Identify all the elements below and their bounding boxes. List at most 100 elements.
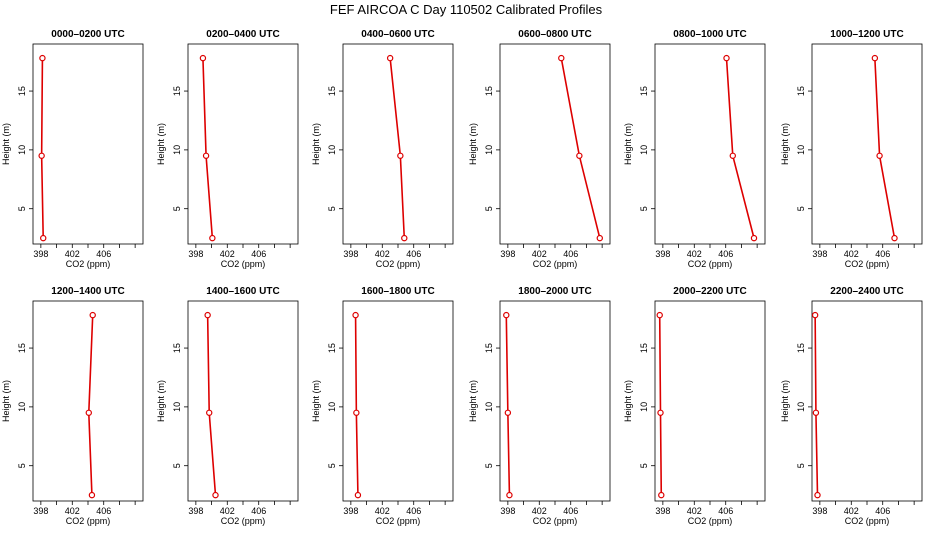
x-tick-label: 406: [406, 506, 421, 516]
x-axis-label: CO2 (ppm): [533, 259, 578, 269]
data-point: [596, 234, 603, 242]
data-point: [202, 152, 210, 159]
panel-title: 1000–1200 UTC: [830, 29, 903, 40]
panel-title: 2000–2200 UTC: [673, 286, 746, 297]
x-axis-label: CO2 (ppm): [221, 516, 266, 526]
plot-frame: [342, 43, 454, 245]
panel-title: 1200–1400 UTC: [51, 286, 124, 297]
x-axis-label: CO2 (ppm): [376, 259, 421, 269]
y-axis-label: Height (m): [311, 380, 321, 422]
profile-line: [658, 315, 663, 496]
figure-title: FEF AIRCOA C Day 110502 Calibrated Profi…: [330, 2, 603, 17]
profile-line: [206, 315, 217, 496]
y-tick-label: 5: [484, 463, 494, 468]
profile-line: [389, 58, 406, 239]
plot-frame: [342, 300, 454, 502]
panel-title: 0800–1000 UTC: [673, 29, 746, 40]
data-point: [658, 491, 665, 499]
y-axis-label: Height (m): [156, 380, 166, 422]
x-tick-label: 406: [96, 506, 111, 516]
plot-frame: [187, 300, 299, 502]
plot-frame: [499, 300, 611, 502]
y-tick-label: 10: [796, 402, 806, 412]
panel-title: 1400–1600 UTC: [206, 286, 279, 297]
x-axis-label: CO2 (ppm): [533, 516, 578, 526]
y-tick-label: 15: [327, 86, 337, 96]
data-point: [506, 491, 513, 499]
y-tick-label: 15: [639, 343, 649, 353]
y-tick-label: 15: [172, 86, 182, 96]
x-tick-label: 402: [687, 506, 702, 516]
y-axis-label: Height (m): [623, 380, 633, 422]
y-tick-label: 5: [17, 463, 27, 468]
x-tick-label: 406: [406, 249, 421, 259]
y-tick-label: 10: [327, 145, 337, 155]
panel-title: 1800–2000 UTC: [518, 286, 591, 297]
profile-panel: 0400–0600 UTC 398 402 406 5 10 15 CO2 (ppm) Heig…: [311, 29, 454, 269]
data-point: [199, 54, 207, 62]
panel-title: 1600–1800 UTC: [361, 286, 434, 297]
data-point: [876, 152, 883, 159]
y-tick-label: 15: [796, 86, 806, 96]
data-point: [814, 491, 821, 499]
x-axis-label: CO2 (ppm): [688, 259, 733, 269]
data-point: [89, 311, 96, 319]
profile-panel: 0200–0400 UTC 398 402 406 5 10 15 CO2 (ppm) Heig…: [156, 29, 299, 269]
profile-line: [40, 58, 45, 239]
data-point: [204, 311, 211, 319]
x-tick-label: 406: [875, 249, 890, 259]
data-point: [85, 409, 92, 416]
y-tick-label: 10: [17, 402, 27, 412]
x-tick-label: 398: [188, 506, 203, 516]
plot-frame: [811, 43, 923, 245]
y-tick-label: 15: [639, 86, 649, 96]
y-tick-label: 5: [796, 463, 806, 468]
profile-panel: 2000–2200 UTC 398 402 406 5 10 15 CO2 (ppm) Heig…: [623, 286, 766, 526]
data-point: [206, 409, 213, 416]
panel-title: 2200–2400 UTC: [830, 286, 903, 297]
profile-panel: 1200–1400 UTC 398 402 406 5 10 15 CO2 (ppm) Heig…: [1, 286, 144, 526]
data-point: [354, 491, 362, 499]
data-point: [386, 54, 394, 62]
profile-panel: 1600–1800 UTC 398 402 406 5 10 15 CO2 (ppm) Heig…: [311, 286, 454, 526]
x-tick-label: 406: [718, 506, 733, 516]
y-axis-label: Height (m): [1, 380, 11, 422]
x-tick-label: 398: [500, 249, 515, 259]
profile-panel: 0600–0800 UTC 398 402 406 5 10 15 CO2 (ppm) Heig…: [468, 29, 611, 269]
y-tick-label: 10: [796, 145, 806, 155]
data-point: [212, 491, 219, 499]
data-point: [397, 152, 404, 159]
x-tick-label: 402: [220, 249, 235, 259]
data-point: [503, 311, 510, 319]
x-tick-label: 398: [500, 506, 515, 516]
y-tick-label: 10: [484, 145, 494, 155]
x-tick-label: 402: [844, 249, 859, 259]
data-point: [723, 54, 730, 62]
x-tick-label: 398: [655, 506, 670, 516]
x-tick-label: 398: [33, 249, 48, 259]
profile-line: [725, 58, 755, 239]
data-point: [657, 409, 664, 416]
x-tick-label: 406: [563, 249, 578, 259]
panel-title: 0000–0200 UTC: [51, 29, 124, 40]
y-tick-label: 15: [484, 86, 494, 96]
y-axis-label: Height (m): [156, 123, 166, 165]
x-tick-label: 402: [532, 249, 547, 259]
y-tick-label: 5: [327, 206, 337, 211]
x-tick-label: 398: [343, 506, 358, 516]
profile-panel: 1000–1200 UTC 398 402 406 5 10 15 CO2 (ppm) Heig…: [780, 29, 923, 269]
y-tick-label: 10: [17, 145, 27, 155]
x-axis-label: CO2 (ppm): [66, 516, 111, 526]
y-tick-label: 5: [639, 463, 649, 468]
x-axis-label: CO2 (ppm): [66, 259, 111, 269]
x-tick-label: 398: [343, 249, 358, 259]
data-point: [40, 234, 47, 242]
panel-title: 0400–0600 UTC: [361, 29, 434, 40]
y-tick-label: 15: [796, 343, 806, 353]
x-tick-label: 402: [220, 506, 235, 516]
data-point: [39, 54, 46, 62]
data-point: [871, 54, 879, 62]
y-axis-label: Height (m): [623, 123, 633, 165]
data-point: [891, 234, 898, 242]
y-axis-label: Height (m): [1, 123, 11, 165]
